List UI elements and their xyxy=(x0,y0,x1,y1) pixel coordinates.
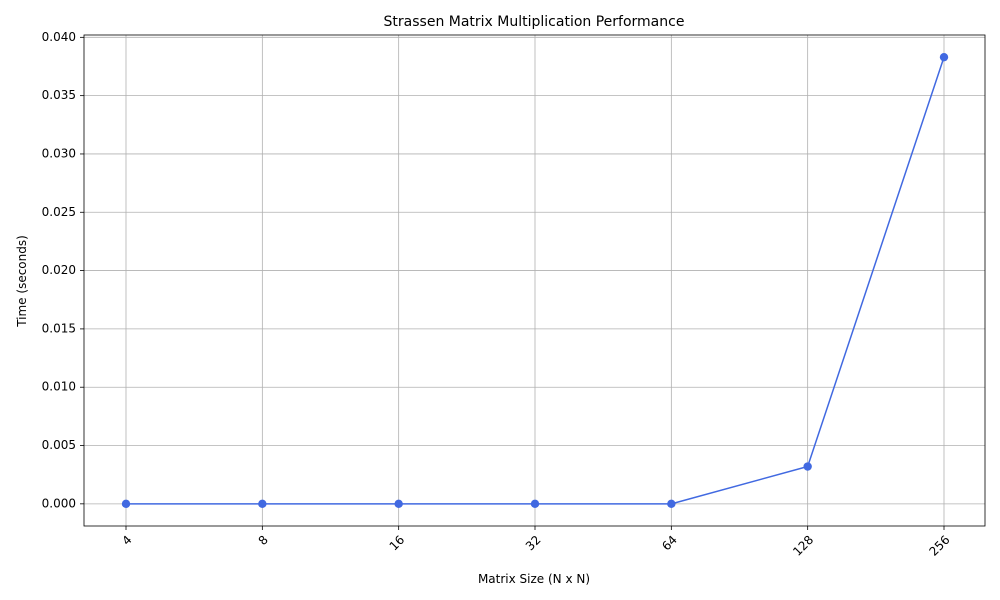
data-point xyxy=(939,52,949,62)
y-tick-label: 0.010 xyxy=(42,380,76,394)
axes xyxy=(83,34,986,527)
data-point xyxy=(803,462,812,471)
y-axis-title: Time (seconds) xyxy=(15,235,29,328)
x-axis-title: Matrix Size (N x N) xyxy=(478,572,590,586)
series xyxy=(121,52,949,509)
plot-frame xyxy=(83,34,986,527)
y-tick-label: 0.030 xyxy=(42,146,76,160)
y-tick-label: 0.000 xyxy=(42,496,76,510)
data-point xyxy=(121,499,131,509)
chart-title: Strassen Matrix Multiplication Performan… xyxy=(384,14,685,30)
y-tick-label: 0.020 xyxy=(42,263,76,277)
data-point xyxy=(667,499,676,509)
y-tick-label: 0.035 xyxy=(42,88,76,102)
y-tick-label: 0.015 xyxy=(42,321,76,335)
data-point xyxy=(530,499,540,509)
y-tick-label: 0.025 xyxy=(42,205,76,219)
y-tick-label: 0.040 xyxy=(42,30,76,44)
data-point xyxy=(258,499,267,509)
data-point xyxy=(394,499,403,509)
y-tick-label: 0.005 xyxy=(42,438,76,452)
